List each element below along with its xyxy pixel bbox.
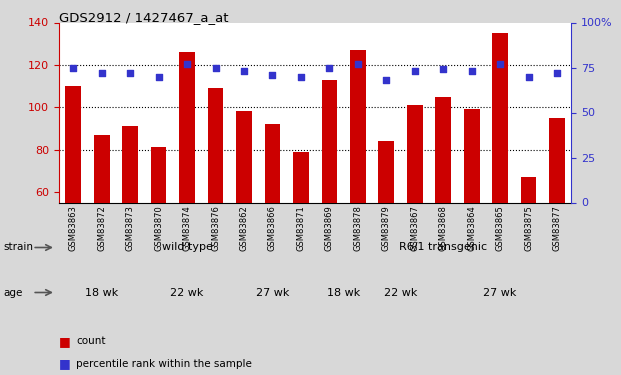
Point xyxy=(524,74,533,80)
Bar xyxy=(407,105,423,202)
Bar xyxy=(122,126,138,202)
Point xyxy=(211,64,220,70)
Text: 27 wk: 27 wk xyxy=(484,288,517,297)
Point xyxy=(324,64,334,70)
Text: count: count xyxy=(76,336,106,346)
Text: wild type: wild type xyxy=(161,243,212,252)
Bar xyxy=(492,33,508,203)
Point xyxy=(353,61,363,67)
Text: percentile rank within the sample: percentile rank within the sample xyxy=(76,359,252,369)
Bar xyxy=(265,124,280,202)
Bar xyxy=(350,50,366,202)
Point xyxy=(97,70,107,76)
Point xyxy=(495,61,505,67)
Text: 22 wk: 22 wk xyxy=(384,288,417,297)
Bar xyxy=(378,141,394,202)
Text: GDS2912 / 1427467_a_at: GDS2912 / 1427467_a_at xyxy=(59,11,229,24)
Text: strain: strain xyxy=(3,243,33,252)
Point xyxy=(268,72,278,78)
Text: 18 wk: 18 wk xyxy=(85,288,119,297)
Bar xyxy=(236,111,252,202)
Point xyxy=(68,64,78,70)
Bar xyxy=(179,52,195,202)
Point xyxy=(381,77,391,83)
Bar xyxy=(151,147,166,202)
Point xyxy=(467,68,477,74)
Point xyxy=(296,74,306,80)
Text: 22 wk: 22 wk xyxy=(170,288,204,297)
Bar xyxy=(322,80,337,203)
Point xyxy=(182,61,192,67)
Bar xyxy=(207,88,224,202)
Bar xyxy=(521,177,537,203)
Point xyxy=(153,74,163,80)
Bar xyxy=(94,135,109,202)
Point xyxy=(410,68,420,74)
Bar xyxy=(464,110,479,202)
Text: 18 wk: 18 wk xyxy=(327,288,360,297)
Point xyxy=(125,70,135,76)
Text: R6/1 transgenic: R6/1 transgenic xyxy=(399,243,487,252)
Text: age: age xyxy=(3,288,22,297)
Bar xyxy=(293,152,309,202)
Point xyxy=(552,70,562,76)
Bar xyxy=(65,86,81,202)
Bar xyxy=(435,97,451,202)
Point xyxy=(239,68,249,74)
Point xyxy=(438,66,448,72)
Bar xyxy=(549,118,565,202)
Text: ■: ■ xyxy=(59,357,71,370)
Text: 27 wk: 27 wk xyxy=(256,288,289,297)
Text: ■: ■ xyxy=(59,335,71,348)
